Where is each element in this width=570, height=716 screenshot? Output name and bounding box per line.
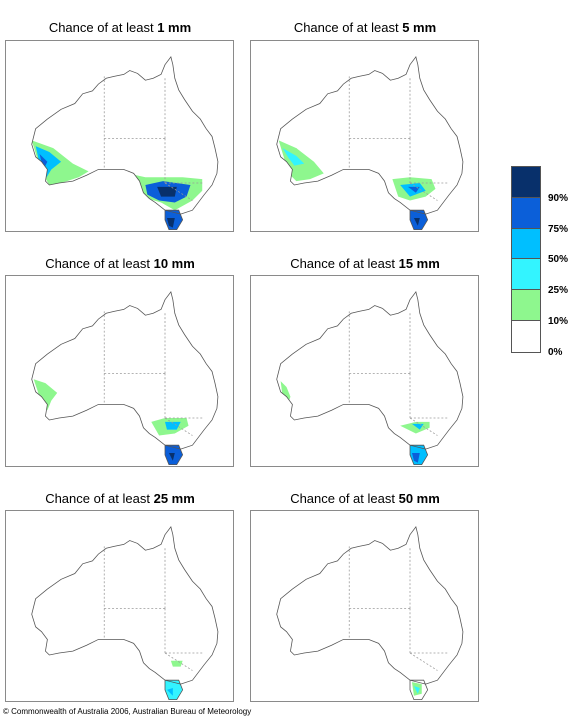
state-border-5 bbox=[164, 652, 193, 671]
probability-region-4 bbox=[408, 186, 420, 193]
rainfall-probability-shading bbox=[280, 381, 430, 465]
rainfall-probability-shading bbox=[31, 140, 203, 230]
legend-swatch-90-100 bbox=[512, 167, 540, 198]
panel-title-5mm: Chance of at least 5 mm bbox=[293, 20, 437, 35]
probability-region-1 bbox=[165, 680, 183, 700]
panel-title-10mm: Chance of at least 10 mm bbox=[45, 256, 195, 271]
rainfall-map-15mm bbox=[276, 291, 464, 465]
tasmania-outline bbox=[164, 679, 184, 700]
legend-swatch-75-90 bbox=[512, 197, 540, 229]
map-panel-25mm bbox=[5, 510, 234, 702]
probability-region-0 bbox=[280, 381, 291, 409]
probability-region-4 bbox=[411, 452, 420, 463]
legend-swatch-50-75 bbox=[512, 228, 540, 260]
state-border-5 bbox=[409, 652, 438, 671]
map-panel-5mm bbox=[250, 40, 479, 232]
australia-mainland-outline bbox=[276, 291, 464, 450]
australia-mainland-outline bbox=[31, 56, 219, 215]
rainfall-map-5mm bbox=[276, 56, 464, 230]
rainfall-probability-shading bbox=[278, 140, 436, 230]
map-panel-10mm bbox=[5, 275, 234, 467]
copyright-notice: © Commonwealth of Australia 2006, Austra… bbox=[3, 707, 252, 716]
panel-title-15mm: Chance of at least 15 mm bbox=[290, 256, 440, 271]
probability-region-4 bbox=[168, 452, 175, 461]
legend-label-75: 75% bbox=[548, 224, 569, 235]
map-panel-50mm bbox=[250, 510, 479, 702]
rainfall-map-1mm bbox=[31, 56, 219, 230]
legend-swatch-25-50 bbox=[512, 259, 540, 291]
map-panel-1mm bbox=[5, 40, 234, 232]
rainfall-map-10mm bbox=[31, 291, 219, 465]
probability-region-2 bbox=[165, 421, 181, 430]
panel-title-25mm: Chance of at least 25 mm bbox=[45, 491, 195, 506]
legend-label-90: 90% bbox=[548, 193, 569, 204]
state-border-5 bbox=[409, 417, 438, 436]
legend-label-10: 10% bbox=[548, 316, 569, 327]
map-panel-15mm bbox=[250, 275, 479, 467]
australia-mainland-outline bbox=[276, 56, 464, 215]
probability-region-0 bbox=[33, 379, 58, 411]
probability-region-7 bbox=[166, 217, 175, 228]
panel-title-1mm: Chance of at least 1 mm bbox=[48, 20, 192, 35]
tasmania-outline bbox=[409, 209, 429, 230]
state-border-5 bbox=[164, 182, 193, 201]
panel-title-50mm: Chance of at least 50 mm bbox=[290, 491, 440, 506]
legend-label-50: 50% bbox=[548, 254, 569, 265]
probability-region-1 bbox=[400, 421, 430, 434]
rainfall-probability-shading bbox=[411, 682, 422, 696]
probability-region-2 bbox=[166, 687, 173, 696]
legend-label-25: 25% bbox=[548, 285, 569, 296]
probability-region-2 bbox=[39, 153, 48, 170]
probability-legend bbox=[511, 166, 541, 353]
probability-region-5 bbox=[157, 186, 177, 197]
tasmania-outline bbox=[164, 209, 184, 230]
probability-region-1 bbox=[413, 686, 420, 694]
state-border-5 bbox=[409, 182, 438, 201]
probability-region-6 bbox=[413, 217, 420, 226]
tasmania-outline bbox=[409, 444, 429, 465]
probability-region-1 bbox=[35, 146, 62, 180]
state-border-5 bbox=[164, 417, 193, 436]
tasmania-outline bbox=[164, 444, 184, 465]
australia-mainland-outline bbox=[31, 526, 219, 685]
legend-label-0: 0% bbox=[548, 347, 563, 358]
legend-swatch-10-25 bbox=[512, 290, 540, 321]
australia-mainland-outline bbox=[31, 291, 219, 450]
probability-region-1 bbox=[282, 148, 305, 166]
probability-region-0 bbox=[170, 660, 183, 667]
rainfall-map-25mm bbox=[31, 526, 219, 700]
rainfall-probability-shading bbox=[165, 660, 183, 700]
rainfall-probability-shading bbox=[33, 379, 189, 465]
tasmania-outline bbox=[409, 679, 429, 700]
rainfall-map-50mm bbox=[276, 526, 464, 700]
australia-mainland-outline bbox=[276, 526, 464, 685]
legend-swatch-0-10 bbox=[512, 320, 540, 352]
